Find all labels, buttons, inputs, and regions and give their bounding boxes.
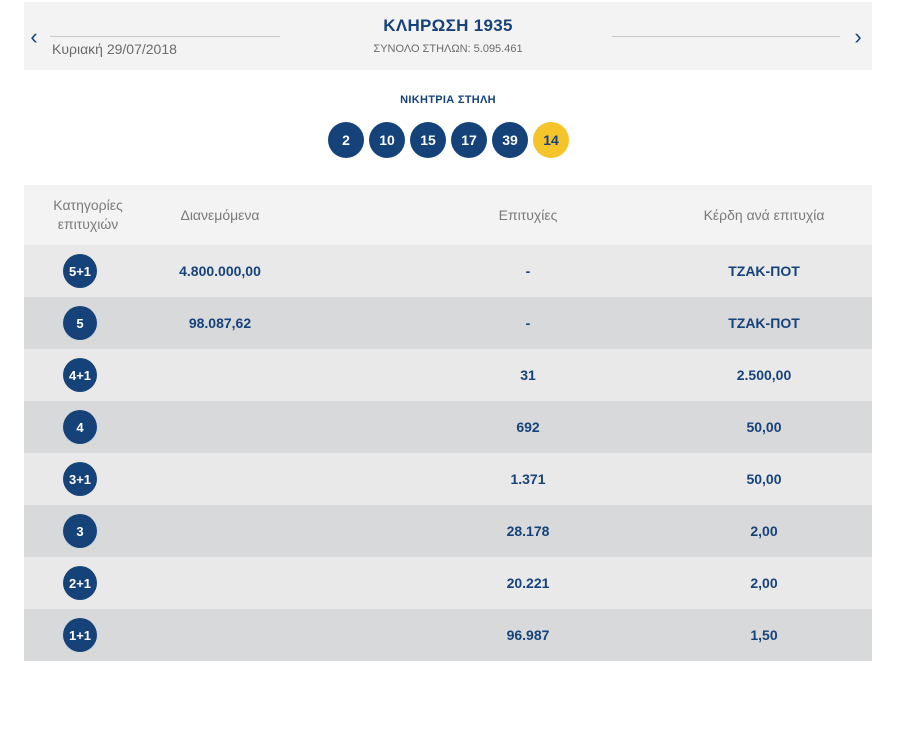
table-row: 1+1 96.987 1,50 [24, 609, 872, 661]
table-row: 4+1 31 2.500,00 [24, 349, 872, 401]
table-row: 2+1 20.221 2,00 [24, 557, 872, 609]
total-columns: ΣΥΝΟΛΟ ΣΤΗΛΩΝ: 5.095.461 [373, 43, 523, 55]
prize-cell: 2,00 [750, 523, 778, 539]
prize-cell: 1,50 [750, 627, 778, 643]
winners-cell: 96.987 [506, 627, 550, 643]
table-row: 4 692 50,00 [24, 401, 872, 453]
header-distributed: Διανεμόμενα [180, 207, 260, 223]
winners-cell: 692 [516, 419, 540, 435]
winners-cell: 31 [520, 367, 536, 383]
prize-cell: 50,00 [746, 471, 782, 487]
number-ball: 17 [451, 122, 487, 158]
chevron-right-icon[interactable]: › [854, 24, 862, 49]
prize-cell: ΤΖΑΚ-ΠΟΤ [728, 263, 800, 279]
category-badge: 3+1 [63, 462, 97, 496]
draw-date: Κυριακή 29/07/2018 [52, 41, 177, 57]
prize-cell: 2.500,00 [736, 367, 792, 383]
category-badge: 4+1 [63, 358, 97, 392]
joker-ball: 14 [533, 122, 569, 158]
number-ball: 15 [410, 122, 446, 158]
category-badge: 5 [63, 306, 97, 340]
winners-cell: - [525, 263, 531, 279]
category-badge: 3 [63, 514, 97, 548]
category-badge: 2+1 [63, 566, 97, 600]
winning-column-label: ΝΙΚΗΤΡΙΑ ΣΤΗΛΗ [400, 94, 496, 106]
prize-cell: 2,00 [750, 575, 778, 591]
divider [50, 36, 280, 37]
table-row: 3 28.178 2,00 [24, 505, 872, 557]
distributed-cell: 4.800.000,00 [179, 263, 261, 279]
divider [612, 36, 840, 37]
prize-cell: ΤΖΑΚ-ΠΟΤ [728, 315, 800, 331]
distributed-cell: 98.087,62 [188, 315, 252, 331]
draw-title: ΚΛΗΡΩΣΗ 1935 [383, 16, 513, 35]
table-row: 3+1 1.371 50,00 [24, 453, 872, 505]
number-ball: 2 [328, 122, 364, 158]
table-row: 5 98.087,62 - ΤΖΑΚ-ΠΟΤ [24, 297, 872, 349]
winners-cell: 28.178 [506, 523, 550, 539]
prize-cell: 50,00 [746, 419, 782, 435]
table-row: 5+1 4.800.000,00 - ΤΖΑΚ-ΠΟΤ [24, 245, 872, 297]
header-category: Κατηγορίες επιτυχιών [53, 197, 123, 232]
category-badge: 4 [63, 410, 97, 444]
table-header: Κατηγορίες επιτυχιών Διανεμόμενα Επιτυχί… [24, 185, 872, 245]
winners-cell: 1.371 [510, 471, 546, 487]
number-ball: 39 [492, 122, 528, 158]
results-table: Κατηγορίες επιτυχιών Διανεμόμενα Επιτυχί… [24, 185, 872, 661]
chevron-left-icon[interactable]: ‹ [30, 24, 38, 49]
number-ball: 10 [369, 122, 405, 158]
winners-cell: 20.221 [506, 575, 550, 591]
category-badge: 5+1 [63, 254, 97, 288]
draw-header: ‹ Κυριακή 29/07/2018 ΚΛΗΡΩΣΗ 1935 ΣΥΝΟΛΟ… [24, 2, 872, 70]
winning-numbers: 2 10 15 17 39 14 [328, 122, 569, 158]
header-winners: Επιτυχίες [498, 207, 558, 223]
header-prize: Κέρδη ανά επιτυχία [703, 207, 825, 223]
category-badge: 1+1 [63, 618, 97, 652]
winners-cell: - [525, 315, 531, 331]
